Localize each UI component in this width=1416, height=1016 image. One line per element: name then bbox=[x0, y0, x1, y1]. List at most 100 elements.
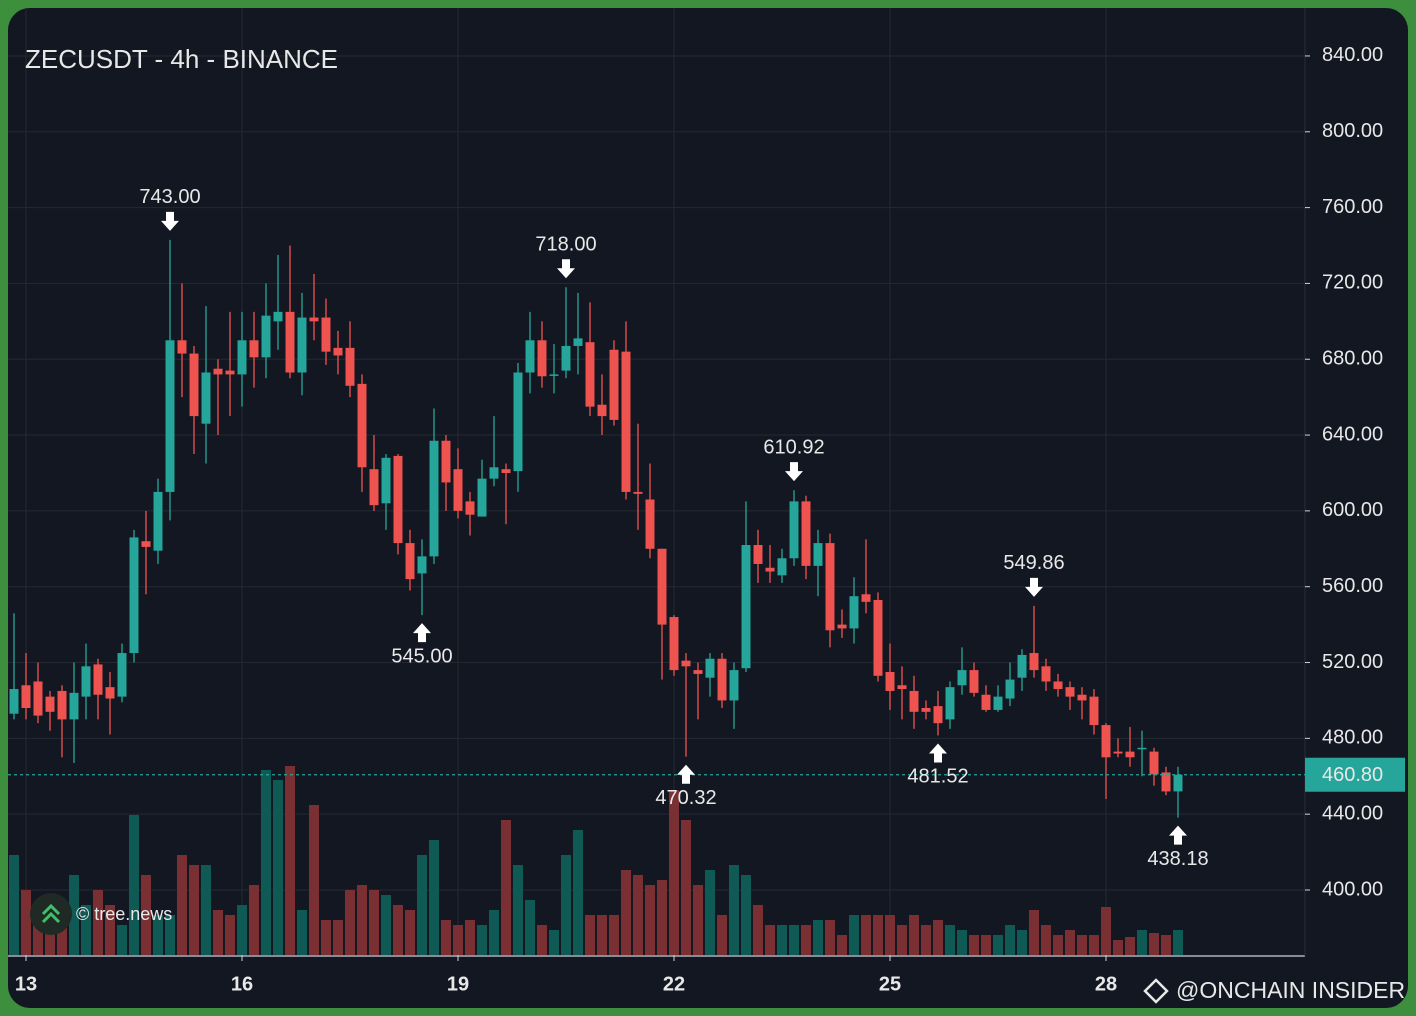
candle-body bbox=[981, 694, 991, 710]
candle-body bbox=[777, 558, 787, 576]
candle-body bbox=[237, 340, 247, 375]
candle-body bbox=[549, 374, 559, 376]
volume-bar bbox=[129, 815, 139, 955]
volume-bar bbox=[441, 920, 451, 955]
volume-bar bbox=[1113, 940, 1123, 955]
candle-body bbox=[225, 370, 235, 375]
candle-body bbox=[417, 556, 427, 574]
annotation-arrow bbox=[413, 623, 431, 643]
volume-bar bbox=[873, 915, 883, 955]
candle-body bbox=[897, 685, 907, 690]
candle-body bbox=[669, 617, 679, 671]
volume-bar bbox=[909, 915, 919, 955]
volume-bar bbox=[897, 925, 907, 955]
volume-bar bbox=[117, 925, 127, 955]
candle-body bbox=[765, 567, 775, 572]
candle-body bbox=[945, 687, 955, 720]
volume-bar bbox=[969, 935, 979, 955]
candle-body bbox=[1125, 751, 1135, 758]
volume-bar bbox=[333, 920, 343, 955]
credit: @ONCHAIN INSIDER bbox=[1176, 977, 1405, 1003]
volume-bar bbox=[1089, 935, 1099, 955]
volume-bar bbox=[201, 865, 211, 955]
candle-body bbox=[1053, 681, 1063, 690]
candle-body bbox=[909, 690, 919, 712]
candle-body bbox=[1005, 679, 1015, 699]
volume-bar bbox=[1161, 935, 1171, 955]
candle-body bbox=[1089, 696, 1099, 726]
volume-bar bbox=[885, 915, 895, 955]
candle-body bbox=[1113, 751, 1123, 754]
volume-bar bbox=[57, 925, 67, 955]
last-price-label: 460.80 bbox=[1322, 764, 1383, 786]
candle-body bbox=[825, 543, 835, 631]
candle-body bbox=[69, 692, 79, 720]
candle-body bbox=[477, 478, 487, 517]
candle-body bbox=[321, 317, 331, 352]
volume-bar bbox=[669, 790, 679, 955]
annotation-arrow bbox=[929, 743, 947, 763]
volume-bar bbox=[285, 766, 295, 955]
volume-bar bbox=[525, 900, 535, 955]
x-tick-label: 28 bbox=[1095, 973, 1117, 995]
volume-bar bbox=[213, 910, 223, 955]
y-tick-label: 680.00 bbox=[1322, 348, 1383, 370]
annotation-label: 743.00 bbox=[139, 186, 200, 208]
volume-bar bbox=[369, 890, 379, 955]
candle-body bbox=[561, 345, 571, 371]
candle-body bbox=[753, 544, 763, 564]
candle-body bbox=[261, 315, 271, 358]
volume-layer bbox=[9, 766, 1183, 955]
candle-body bbox=[921, 708, 931, 712]
volume-bar bbox=[321, 920, 331, 955]
volume-bar bbox=[789, 925, 799, 955]
candle-body bbox=[357, 383, 367, 468]
candle-body bbox=[717, 658, 727, 701]
volume-bar bbox=[861, 915, 871, 955]
candle-body bbox=[621, 351, 631, 492]
annotation-arrow bbox=[161, 211, 179, 231]
logo-icon bbox=[41, 903, 61, 924]
y-tick-label: 480.00 bbox=[1322, 727, 1383, 749]
volume-bar bbox=[597, 915, 607, 955]
candle-body bbox=[1017, 654, 1027, 678]
volume-bar bbox=[645, 885, 655, 955]
y-tick-label: 800.00 bbox=[1322, 120, 1383, 142]
candle-body bbox=[741, 544, 751, 669]
volume-bar bbox=[249, 885, 259, 955]
volume-bar bbox=[729, 865, 739, 955]
credit-logo bbox=[1143, 978, 1169, 1004]
volume-bar bbox=[705, 870, 715, 955]
volume-bar bbox=[633, 875, 643, 955]
volume-bar bbox=[177, 855, 187, 955]
volume-bar bbox=[549, 930, 559, 955]
chart-title: ZECUSDT - 4h - BINANCE bbox=[25, 44, 338, 74]
volume-bar bbox=[765, 925, 775, 955]
candle-body bbox=[513, 372, 523, 472]
annotation-arrow bbox=[1025, 577, 1043, 597]
candle-body bbox=[165, 340, 175, 492]
candle-body bbox=[957, 670, 967, 686]
candle-body bbox=[465, 501, 475, 515]
volume-bar bbox=[561, 855, 571, 955]
volume-bar bbox=[849, 915, 859, 955]
volume-bar bbox=[813, 920, 823, 955]
last-price-box bbox=[1305, 757, 1405, 792]
volume-bar bbox=[681, 820, 691, 955]
y-tick-label: 520.00 bbox=[1322, 651, 1383, 673]
volume-bar bbox=[609, 915, 619, 955]
candle-body bbox=[345, 347, 355, 386]
volume-bar bbox=[429, 840, 439, 955]
volume-bar bbox=[777, 925, 787, 955]
volume-bar bbox=[1005, 925, 1015, 955]
volume-bar bbox=[585, 915, 595, 955]
candle-body bbox=[285, 311, 295, 373]
annotation-arrow bbox=[785, 462, 803, 482]
volume-bar bbox=[1053, 935, 1063, 955]
volume-bar bbox=[141, 875, 151, 955]
volume-bar bbox=[393, 905, 403, 955]
volume-bar bbox=[1041, 925, 1051, 955]
volume-bar bbox=[45, 915, 55, 955]
y-tick-label: 560.00 bbox=[1322, 575, 1383, 597]
candle-body bbox=[81, 666, 91, 697]
